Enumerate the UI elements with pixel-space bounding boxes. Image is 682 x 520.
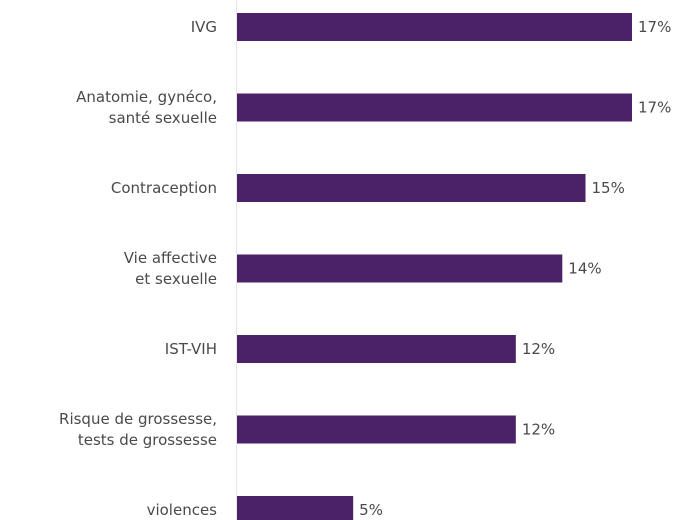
category-label-line: et sexuelle — [135, 270, 217, 288]
bar — [237, 13, 632, 41]
category-label-line: santé sexuelle — [109, 109, 217, 127]
value-label: 5% — [359, 501, 383, 519]
category-label: Anatomie, gynéco, santé sexuelle — [76, 88, 217, 127]
category-label: IST-VIH — [165, 340, 217, 358]
bar — [237, 255, 562, 283]
category-label: Contraception — [111, 179, 217, 197]
value-label: 12% — [522, 421, 555, 439]
bar — [237, 496, 353, 520]
category-label-line: Anatomie, gynéco, — [76, 88, 217, 106]
bar — [237, 94, 632, 122]
category-label-line: Risque de grossesse, — [59, 410, 217, 428]
value-label: 17% — [638, 18, 671, 36]
category-labels-group: IVG Anatomie, gynéco, santé sexuelle Contra… — [59, 18, 217, 519]
category-label-line: tests de grossesse — [78, 431, 217, 449]
category-label: Vie affective et sexuelle — [124, 249, 217, 288]
category-label-line: Vie affective — [124, 249, 217, 267]
category-label-line: violences — [147, 501, 218, 519]
value-label: 12% — [522, 340, 555, 358]
bar — [237, 335, 516, 363]
category-label-line: IVG — [191, 18, 217, 36]
category-label-line: IST-VIH — [165, 340, 217, 358]
category-label: Risque de grossesse, tests de grossesse — [59, 410, 217, 449]
bar — [237, 174, 586, 202]
category-label-line: Contraception — [111, 179, 217, 197]
value-label: 14% — [568, 260, 601, 278]
category-label: IVG — [191, 18, 217, 36]
category-label: violences — [147, 501, 218, 519]
bar — [237, 416, 516, 444]
value-label: 17% — [638, 99, 671, 117]
value-label: 15% — [592, 179, 625, 197]
